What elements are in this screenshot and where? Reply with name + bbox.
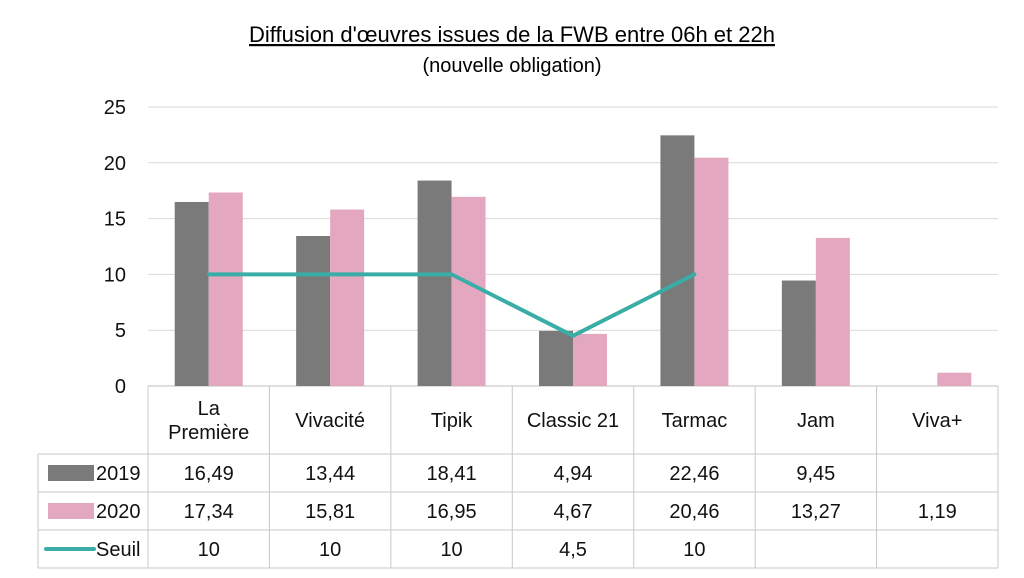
chart-title: Diffusion d'œuvres issues de la FWB entr…	[249, 22, 775, 47]
data-label: 18,41	[427, 463, 477, 485]
data-label: 20,46	[669, 501, 719, 523]
bar-2019	[174, 201, 209, 386]
y-tick-label: 0	[115, 376, 126, 398]
bar-2019	[660, 135, 695, 386]
data-label: 13,44	[305, 463, 355, 485]
data-label: 4,94	[554, 463, 593, 485]
bar-2020	[815, 237, 850, 386]
bar-2019	[417, 180, 452, 386]
legend-label: 2019	[96, 463, 141, 485]
data-label: 10	[198, 539, 220, 561]
threshold-line	[206, 272, 697, 338]
data-label: 13,27	[791, 501, 841, 523]
y-tick-label: 5	[115, 320, 126, 342]
bar-2020	[208, 192, 243, 386]
data-label: 1,19	[918, 501, 957, 523]
x-category-label: Première	[168, 422, 249, 444]
x-category-label: Vivacité	[295, 410, 365, 432]
legend-label: 2020	[96, 501, 141, 523]
legend-label: Seuil	[96, 539, 140, 561]
bar-2020	[330, 209, 365, 386]
data-label: 16,95	[427, 501, 477, 523]
x-category-label: Jam	[797, 410, 835, 432]
y-axis: 0 5 10 15 20 25	[104, 97, 126, 398]
data-label: 10	[440, 539, 462, 561]
bar-2020	[451, 196, 486, 386]
data-label: 4,5	[559, 539, 587, 561]
data-label: 22,46	[669, 463, 719, 485]
data-label: 10	[319, 539, 341, 561]
data-label: 9,45	[796, 463, 835, 485]
x-category-label: Tipik	[431, 410, 473, 432]
chart-subtitle: (nouvelle obligation)	[422, 55, 601, 77]
legend-swatch-2020	[48, 503, 94, 519]
data-label: 16,49	[184, 463, 234, 485]
x-category-label: La	[198, 398, 221, 420]
data-label: 17,34	[184, 501, 234, 523]
y-tick-label: 25	[104, 97, 126, 119]
y-tick-label: 20	[104, 153, 126, 175]
bar-2019	[296, 236, 331, 386]
bar-2020	[694, 157, 729, 386]
bar-2020	[937, 372, 972, 386]
bars	[174, 135, 972, 386]
x-category-label: Classic 21	[527, 410, 619, 432]
y-tick-label: 15	[104, 209, 126, 231]
data-label: 15,81	[305, 501, 355, 523]
bar-2019	[781, 280, 816, 386]
bar-2020	[573, 333, 607, 386]
data-label: 10	[683, 539, 705, 561]
legend-swatch-2019	[48, 465, 94, 481]
bar-2019	[539, 330, 573, 386]
y-tick-label: 10	[104, 264, 126, 286]
line-Seuil	[206, 272, 697, 338]
x-category-label: Viva+	[912, 410, 962, 432]
data-label: 4,67	[554, 501, 593, 523]
x-category-label: Tarmac	[662, 410, 728, 432]
